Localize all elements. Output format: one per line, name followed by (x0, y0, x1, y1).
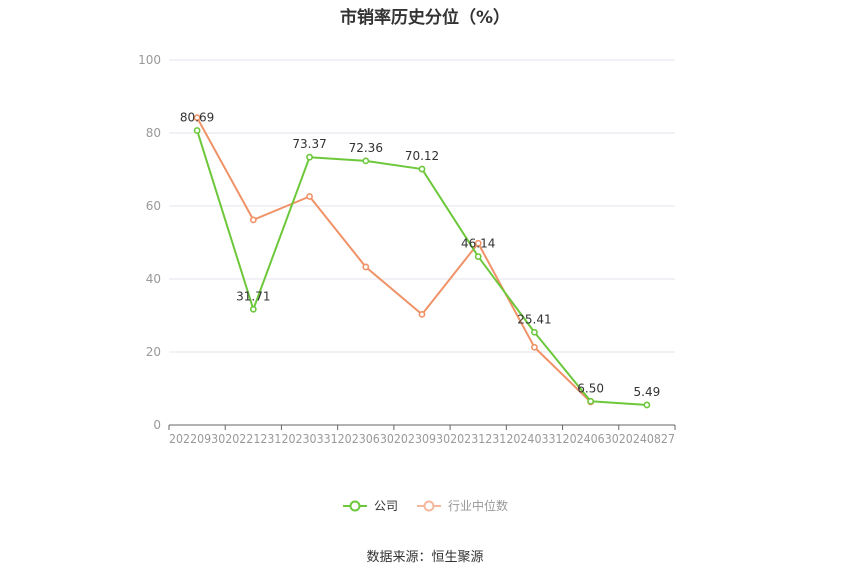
data-label: 70.12 (405, 149, 439, 163)
x-tick-label: 20230331 (281, 432, 337, 446)
y-tick-label: 40 (146, 272, 161, 286)
series-line-industry (196, 117, 592, 403)
chart-title: 市销率历史分位（%） (339, 8, 511, 28)
data-source: 数据来源：恒生聚源 (366, 550, 484, 565)
data-label: 80.69 (180, 110, 214, 124)
legend-industry-marker-icon (417, 500, 441, 511)
data-point-company (418, 165, 426, 173)
data-point-industry (362, 263, 370, 271)
legend-industry-label: 行业中位数 (448, 499, 509, 513)
x-tick-label: 20220930 (169, 432, 225, 446)
data-label: 31.71 (236, 289, 270, 303)
legend-item-industry[interactable]: 行业中位数 (416, 497, 508, 514)
x-tick-label: 20240331 (506, 432, 562, 446)
y-tick-label: 100 (138, 53, 161, 67)
data-label-layer: 80.69 31.71 73.37 72.36 70.12 46.14 25.41 6.50 5… (180, 110, 660, 398)
x-tick-label: 20231231 (450, 432, 506, 446)
data-label: 72.36 (349, 141, 383, 155)
data-point-industry (531, 343, 538, 351)
data-point-company (531, 328, 538, 336)
legend-item-company[interactable]: 公司 (342, 497, 398, 514)
data-point-industry (249, 216, 257, 224)
y-tick-label: 80 (146, 126, 161, 140)
data-point-company (306, 153, 313, 161)
x-tick-label: 20221231 (225, 432, 281, 446)
data-point-company (643, 401, 651, 409)
x-tick-label: 20240630 (563, 432, 619, 446)
data-point-company (362, 157, 370, 165)
data-label: 5.49 (634, 385, 661, 399)
data-point-company (474, 253, 482, 260)
data-point-industry (418, 311, 426, 318)
data-point-company (193, 127, 201, 134)
legend: 公司 行业中位数 (0, 497, 850, 514)
y-tick-label: 60 (146, 199, 161, 213)
x-tick-label: 20230930 (394, 432, 450, 446)
y-tick-label: 20 (146, 345, 161, 359)
series-layer (193, 114, 651, 409)
data-label: 6.50 (577, 381, 604, 395)
data-point-industry (193, 114, 201, 122)
data-point-industry (474, 239, 482, 247)
data-label: 46.14 (461, 237, 495, 251)
data-label: 25.41 (517, 312, 551, 326)
legend-company-marker-icon (342, 500, 367, 511)
y-tick-label: 0 (153, 418, 161, 432)
grid-layer (169, 59, 675, 353)
x-tick-label: 20240827 (619, 432, 675, 446)
data-point-company (587, 397, 595, 405)
x-tick-label: 20230630 (338, 432, 394, 446)
data-point-company (249, 305, 257, 313)
legend-company-label: 公司 (373, 499, 398, 513)
data-point-industry (306, 193, 313, 200)
data-label: 73.37 (292, 137, 326, 151)
